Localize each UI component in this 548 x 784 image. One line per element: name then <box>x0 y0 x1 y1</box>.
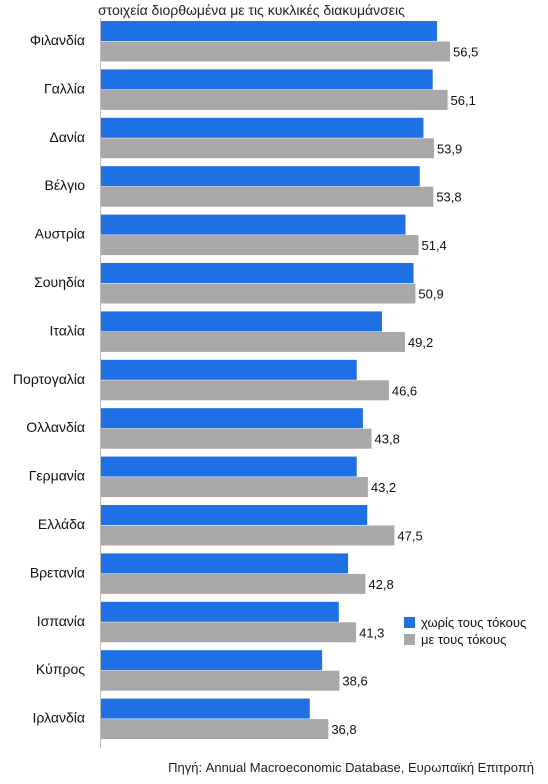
chart-subtitle: στοιχεία διορθωμένα με τις κυκλικές διακ… <box>98 2 405 18</box>
bar-with-interest <box>101 138 434 159</box>
category-label: Κύπρος <box>36 661 85 677</box>
legend-swatch <box>404 634 415 645</box>
bar-with-interest <box>101 283 416 304</box>
category-label: Ολλανδία <box>26 419 85 435</box>
chart-legend: χωρίς τους τόκους με τους τόκους <box>404 614 526 648</box>
data-label: 41,3 <box>359 625 384 640</box>
data-label: 53,8 <box>436 190 461 205</box>
bar-without-interest <box>101 650 323 671</box>
category-label: Πορτογαλία <box>13 371 85 387</box>
bar-without-interest <box>101 408 363 429</box>
bar-without-interest <box>101 166 420 187</box>
bar-without-interest <box>101 698 310 719</box>
legend-item: με τους τόκους <box>404 631 526 648</box>
category-label: Σουηδία <box>34 274 85 290</box>
legend-label: χωρίς τους τόκους <box>421 615 527 630</box>
category-label: Ισπανία <box>37 613 85 629</box>
category-label: Ιταλία <box>49 322 85 338</box>
data-label: 36,8 <box>331 722 356 737</box>
data-label: 38,6 <box>342 674 367 689</box>
chart-source: Πηγή: Annual Macroeconomic Database, Ευρ… <box>168 760 534 775</box>
data-label: 56,5 <box>453 45 478 60</box>
bar-without-interest <box>101 263 414 283</box>
data-label: 53,9 <box>437 141 462 156</box>
data-label: 49,2 <box>408 335 433 350</box>
category-label: Γερμανία <box>29 468 85 484</box>
category-label: Βρετανία <box>30 564 85 580</box>
legend-swatch <box>404 617 415 628</box>
bar-with-interest <box>101 622 357 643</box>
category-label: Ελλάδα <box>38 516 85 532</box>
data-label: 47,5 <box>397 529 422 544</box>
bar-with-interest <box>101 41 450 62</box>
data-label: 56,1 <box>451 93 476 108</box>
data-label: 42,8 <box>368 577 393 592</box>
bar-with-interest <box>101 477 368 498</box>
data-label: 51,4 <box>421 238 446 253</box>
category-label: Αυστρία <box>35 226 85 242</box>
bar-with-interest <box>101 428 372 449</box>
data-label: 43,8 <box>375 432 400 447</box>
category-label: Δανία <box>49 129 85 145</box>
bar-with-interest <box>101 331 405 352</box>
legend-label: με τους τόκους <box>421 632 507 647</box>
bar-without-interest <box>101 359 357 380</box>
data-label: 43,2 <box>371 480 396 495</box>
bar-with-interest <box>101 573 366 594</box>
bar-without-interest <box>101 21 438 41</box>
data-label: 50,9 <box>418 287 443 302</box>
category-label: Βέλγιο <box>45 177 86 193</box>
bar-with-interest <box>101 719 329 740</box>
bar-with-interest <box>101 235 419 256</box>
bar-with-interest <box>101 186 434 207</box>
bar-with-interest <box>101 380 389 401</box>
legend-item: χωρίς τους τόκους <box>404 614 526 631</box>
bar-without-interest <box>101 601 339 622</box>
bar-without-interest <box>101 214 406 235</box>
bar-without-interest <box>101 311 383 332</box>
bar-without-interest <box>101 505 368 525</box>
data-label: 46,6 <box>392 383 417 398</box>
category-label: Ιρλανδία <box>33 710 85 726</box>
category-label: Γαλλία <box>44 80 85 96</box>
category-label: Φιλανδία <box>30 32 85 48</box>
bar-with-interest <box>101 89 448 110</box>
bar-with-interest <box>101 525 395 546</box>
bar-with-interest <box>101 670 340 691</box>
bar-without-interest <box>101 69 433 90</box>
bar-without-interest <box>101 553 349 574</box>
bar-without-interest <box>101 117 424 138</box>
bar-without-interest <box>101 456 357 477</box>
